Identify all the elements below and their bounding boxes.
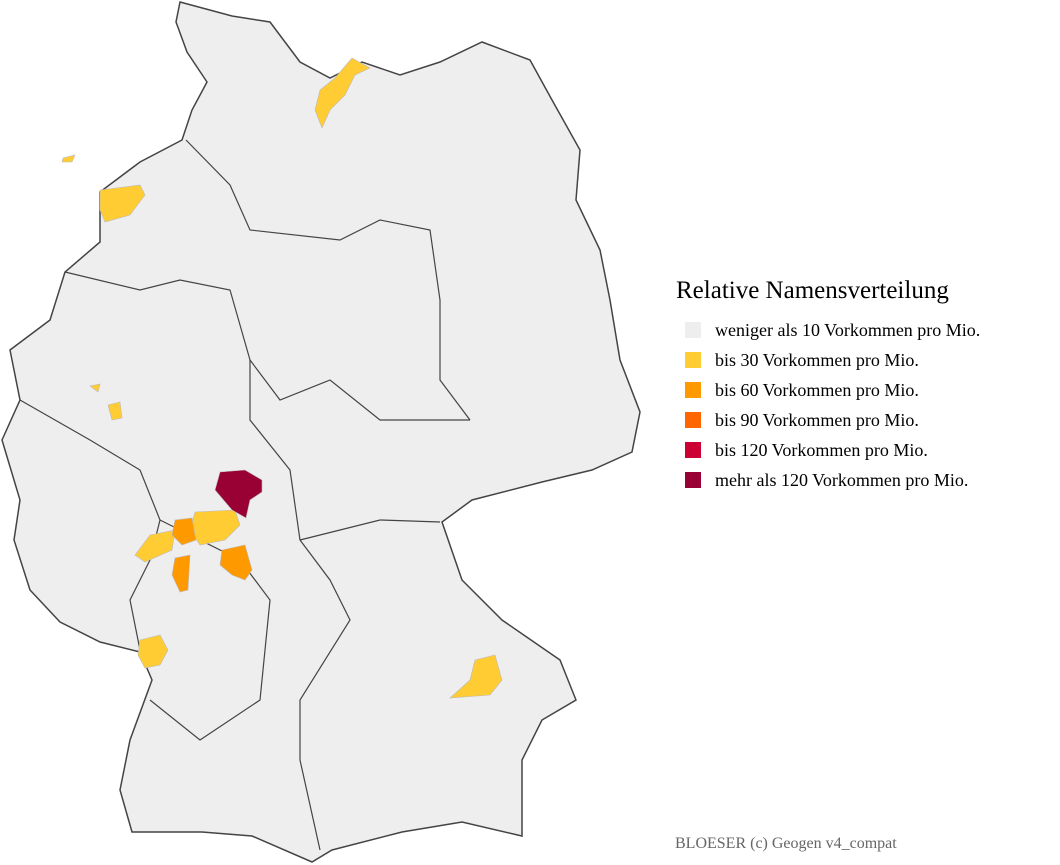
legend-item: mehr als 120 Vorkommen pro Mio. (676, 465, 980, 495)
legend-item: weniger als 10 Vorkommen pro Mio. (676, 315, 980, 345)
legend-label: mehr als 120 Vorkommen pro Mio. (715, 469, 969, 490)
germany-choropleth-map (1, 1, 641, 863)
legend-swatch (685, 352, 701, 368)
legend-swatch (685, 442, 701, 458)
state-borders (19, 139, 471, 851)
district-bis-30 (89, 383, 101, 393)
legend-item: bis 60 Vorkommen pro Mio. (676, 375, 980, 405)
district-bis-30 (314, 57, 371, 129)
district-bis-30 (61, 154, 76, 163)
legend-label: bis 60 Vorkommen pro Mio. (715, 379, 919, 400)
district-mehr-als-120 (214, 469, 263, 519)
legend-label: bis 30 Vorkommen pro Mio. (715, 349, 919, 370)
legend-swatch (685, 412, 701, 428)
legend-label: bis 90 Vorkommen pro Mio. (715, 409, 919, 430)
district-bis-30 (99, 184, 146, 223)
district-bis-60 (171, 554, 191, 593)
district-bis-30 (134, 529, 176, 563)
credit-text: BLOESER (c) Geogen v4_compat (675, 835, 897, 852)
district-bis-30 (107, 401, 123, 421)
legend-swatch (685, 322, 701, 338)
district-bis-30 (449, 654, 503, 699)
highlighted-districts (61, 57, 503, 699)
district-bis-60 (219, 544, 253, 581)
legend-item: bis 120 Vorkommen pro Mio. (676, 435, 980, 465)
legend-item: bis 30 Vorkommen pro Mio. (676, 345, 980, 375)
legend-swatch (685, 472, 701, 488)
district-bis-30 (137, 634, 169, 669)
legend: Relative Namensverteilung weniger als 10… (676, 277, 980, 495)
legend-label: bis 120 Vorkommen pro Mio. (715, 439, 928, 460)
legend-title: Relative Namensverteilung (676, 277, 949, 304)
legend-item: bis 90 Vorkommen pro Mio. (676, 405, 980, 435)
germany-outline (1, 1, 641, 863)
legend-label: weniger als 10 Vorkommen pro Mio. (715, 319, 981, 340)
legend-swatch (685, 382, 701, 398)
district-bis-60 (171, 517, 197, 546)
